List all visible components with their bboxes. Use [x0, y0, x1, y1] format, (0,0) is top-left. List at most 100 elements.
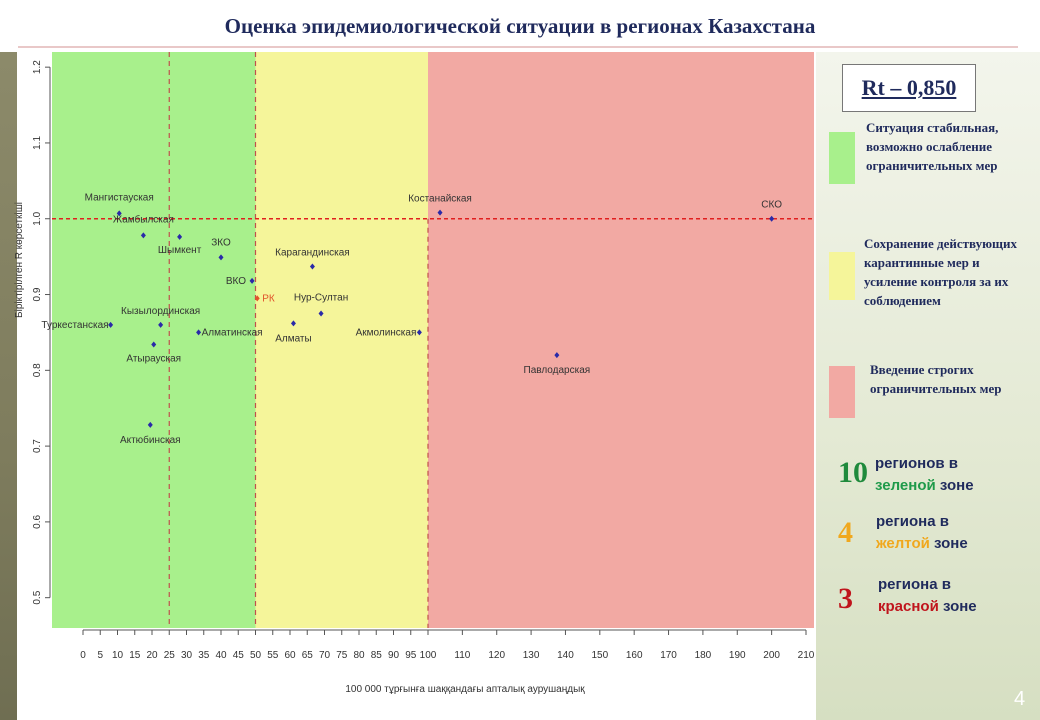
point-label: Актюбинская — [120, 434, 181, 446]
data-point — [554, 352, 560, 359]
page-number: 4 — [1014, 688, 1026, 710]
x-tick-label: 5 — [97, 650, 103, 661]
legend-swatch-yellow — [829, 252, 855, 300]
x-axis-title: 100 000 тұрғынға шаққандағы апталық ауру… — [345, 684, 585, 695]
x-tick-label: 95 — [405, 650, 417, 661]
point-label: Шымкент — [158, 245, 202, 256]
green-zone-word: зеленой — [875, 477, 936, 494]
red-zone-word: красной — [878, 598, 939, 615]
green-region-count: 10 — [838, 456, 868, 489]
data-point — [254, 295, 260, 302]
x-tick-label: 150 — [591, 650, 608, 661]
legend-text-green: Ситуация стабильная, возможно ослабление… — [866, 120, 999, 173]
epidemiological-scatter-chart: 0 5 10 15 20 25 30 35 40 45 50 55 60 65 70 75 80 85 90 95 10… — [14, 52, 815, 695]
x-tick-label: 210 — [798, 650, 815, 661]
rt-value: Rt – 0,850 — [861, 75, 957, 100]
data-point — [140, 232, 146, 239]
x-tick-label: 100 — [420, 650, 437, 661]
x-tick-label: 50 — [250, 650, 262, 661]
point-label: Мангистауская — [85, 192, 154, 203]
y-tick-label: 0.6 — [32, 515, 43, 529]
data-point — [158, 321, 164, 328]
green-zone-suffix: зоне — [935, 477, 974, 494]
x-tick-label: 20 — [146, 650, 158, 661]
x-tick-label: 90 — [388, 650, 400, 661]
yellow-zone-suffix: зоне — [929, 535, 968, 552]
zone-band — [255, 52, 428, 628]
y-tick-label: 0.9 — [32, 287, 43, 301]
x-tick-label: 30 — [181, 650, 193, 661]
data-point — [196, 329, 202, 336]
title-divider — [18, 46, 1018, 48]
legend-text-yellow: Сохранение действующих карантинные мер и… — [864, 236, 1018, 308]
x-tick-label: 40 — [215, 650, 227, 661]
point-label: Жамбылская — [113, 213, 174, 225]
x-tick-label: 60 — [284, 650, 296, 661]
x-tick-label: 110 — [454, 650, 470, 661]
x-tick-label: 190 — [729, 650, 746, 661]
x-tick-label: 180 — [695, 650, 712, 661]
x-tick-label: 45 — [233, 650, 245, 661]
x-tick-label: 65 — [302, 650, 314, 661]
y-tick-label: 1.0 — [32, 211, 43, 225]
data-point — [116, 210, 122, 217]
x-tick-label: 170 — [660, 650, 677, 661]
data-point — [437, 209, 443, 216]
yellow-region-count: 4 — [838, 516, 853, 549]
point-label: Акмолинская — [356, 327, 417, 338]
data-point — [318, 310, 324, 317]
point-label: Атырауская — [126, 354, 181, 365]
data-point — [218, 254, 224, 261]
x-tick-label: 160 — [626, 650, 643, 661]
point-label: Алматы — [275, 333, 312, 344]
x-tick-label: 35 — [198, 650, 210, 661]
x-tick-label: 200 — [763, 650, 780, 661]
green-caption-line1: регионов в — [875, 455, 958, 472]
y-tick-label: 0.7 — [32, 439, 43, 453]
y-tick-label: 1.1 — [32, 136, 43, 150]
point-label: Алматинская — [202, 327, 263, 338]
legend-swatch-red — [829, 366, 855, 418]
x-tick-label: 130 — [523, 650, 540, 661]
yellow-caption-line1: региона в — [876, 513, 949, 530]
x-tick-label: 120 — [488, 650, 505, 661]
x-tick-label: 140 — [557, 650, 574, 661]
point-label: Туркестанская — [41, 320, 108, 331]
decorative-side-band — [0, 52, 17, 720]
data-point — [108, 321, 114, 328]
point-label: Нур-Султан — [294, 292, 348, 303]
point-label: Кызылординская — [121, 306, 200, 317]
data-point — [147, 421, 153, 428]
x-tick-label: 10 — [112, 650, 124, 661]
slide-title: Оценка эпидемиологической ситуации в рег… — [224, 14, 816, 38]
data-point — [151, 341, 157, 348]
x-tick-label: 0 — [80, 650, 86, 661]
y-axis-title: Біріктірілген R көрсеткіші — [14, 202, 25, 318]
zone-band — [428, 52, 814, 628]
y-tick-label: 1.2 — [32, 60, 43, 74]
x-tick-label: 70 — [319, 650, 331, 661]
data-point — [309, 263, 315, 270]
data-point — [249, 277, 255, 284]
point-label: Павлодарская — [524, 365, 591, 376]
legend-text-red: Введение строгих ограничительных мер — [870, 362, 1002, 396]
point-label: СКО — [761, 200, 782, 211]
y-tick-label: 0.5 — [32, 590, 43, 604]
point-label: ЗКО — [211, 237, 231, 248]
red-zone-suffix: зоне — [938, 598, 977, 615]
point-label: РК — [262, 293, 275, 304]
point-label: Костанайская — [408, 194, 472, 205]
data-point — [416, 329, 422, 336]
point-label: ВКО — [226, 276, 246, 287]
red-region-caption: региона в красной зоне — [878, 574, 977, 618]
yellow-region-caption: региона в желтой зоне — [876, 511, 968, 555]
rt-value-box: Rt – 0,850 — [842, 64, 976, 112]
x-tick-label: 55 — [267, 650, 279, 661]
legend-swatch-green — [829, 132, 855, 184]
y-tick-label: 0.8 — [32, 363, 43, 377]
data-point — [177, 233, 183, 240]
zone-band — [52, 52, 256, 628]
red-caption-line1: региона в — [878, 576, 951, 593]
data-point — [290, 320, 296, 327]
x-tick-label: 85 — [371, 650, 383, 661]
